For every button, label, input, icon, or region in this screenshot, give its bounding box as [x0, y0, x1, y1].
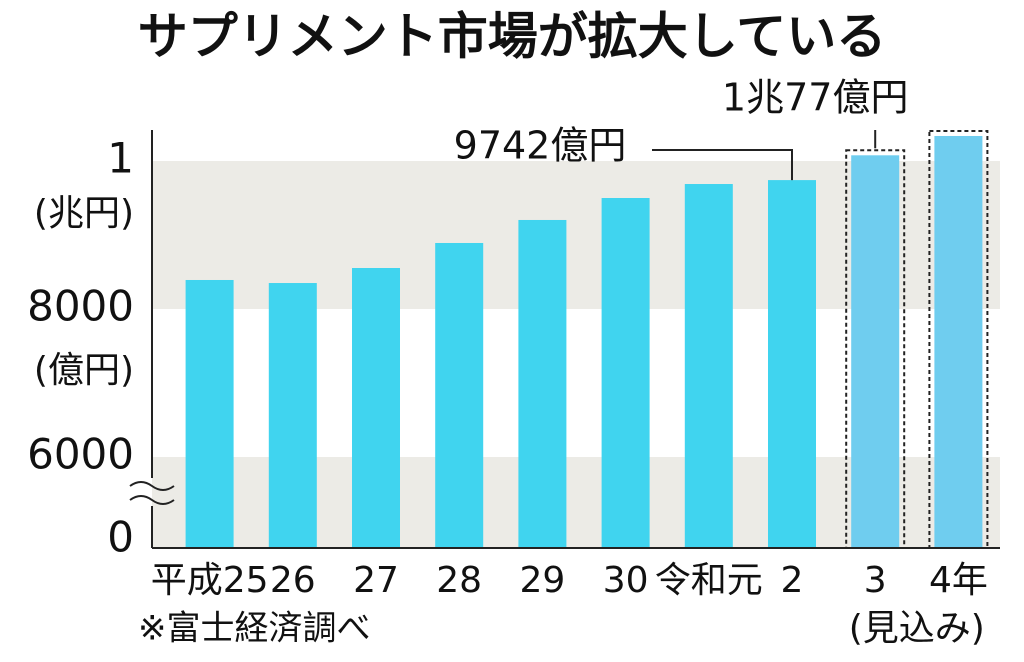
- bar: [684, 184, 733, 548]
- x-tick-label: 29: [519, 560, 565, 601]
- x-tick-label: 3: [864, 560, 887, 601]
- x-tick-label: 30: [603, 560, 649, 601]
- bar: [352, 268, 400, 548]
- x-tick-label: 4年: [929, 560, 988, 601]
- value-label: 1兆77億円: [722, 76, 909, 120]
- y-tick-label: 8000: [27, 282, 134, 331]
- bar: [851, 155, 900, 548]
- bar: [435, 242, 484, 548]
- x-tick-label: 2: [781, 560, 804, 601]
- bar: [518, 219, 567, 548]
- bar: [268, 283, 317, 548]
- chart-title: サプリメント市場が拡大している: [138, 8, 887, 66]
- source-note: ※富士経済調べ: [138, 609, 371, 649]
- leader-line: [652, 149, 793, 181]
- axis-unit-label: (億円): [34, 350, 134, 391]
- axis-unit-label: (兆円): [34, 193, 134, 234]
- x-tick-label: 26: [270, 560, 316, 601]
- bar: [601, 198, 650, 548]
- bar: [768, 180, 816, 549]
- y-tick-label: 6000: [27, 430, 134, 479]
- y-tick-label: 0: [107, 513, 134, 562]
- bar: [934, 135, 983, 548]
- estimate-label: (見込み): [849, 608, 985, 649]
- x-tick-label: 令和元: [655, 560, 763, 601]
- bar: [185, 279, 234, 548]
- x-tick-label: 28: [436, 560, 482, 601]
- x-tick-label: 27: [353, 560, 399, 601]
- y-tick-label: 1: [107, 134, 134, 183]
- axis-break: [129, 481, 175, 505]
- x-tick-label: 平成25: [151, 560, 269, 601]
- value-label: 9742億円: [454, 124, 627, 168]
